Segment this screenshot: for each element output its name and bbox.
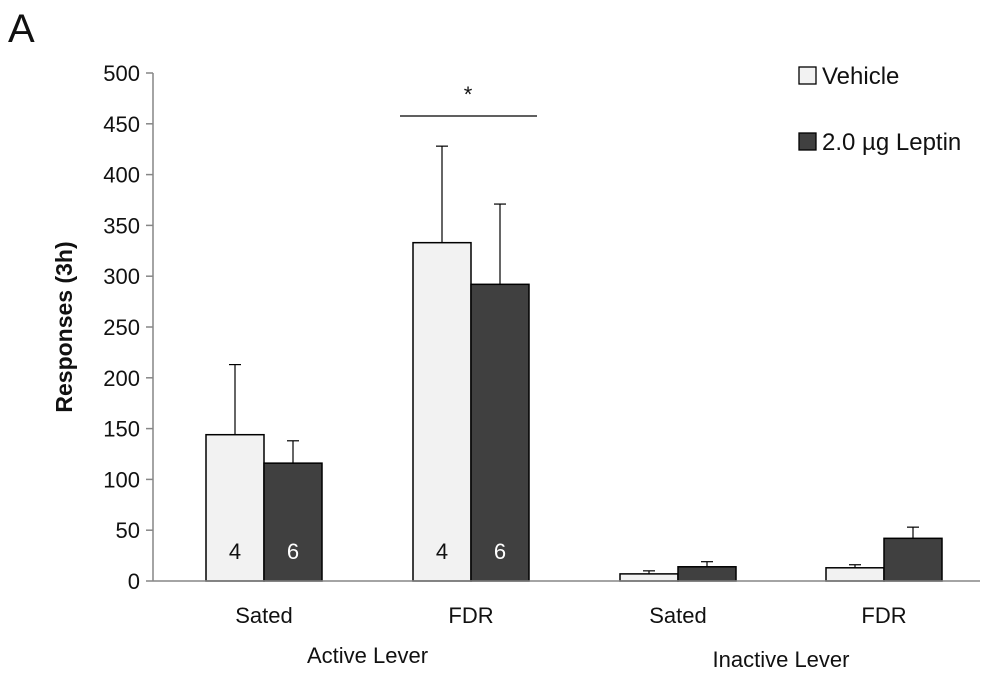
group-label: Active Lever xyxy=(307,643,428,668)
sample-size-labels: 4 4 6 6 xyxy=(229,539,506,564)
y-tick-label: 500 xyxy=(103,61,140,86)
bar-leptin xyxy=(883,537,943,582)
y-axis-label: Responses (3h) xyxy=(51,241,77,412)
y-tick-label: 250 xyxy=(103,315,140,340)
x-tick-label: Sated xyxy=(649,603,707,628)
bar-leptin xyxy=(470,283,530,582)
error-bars xyxy=(229,145,919,574)
bar-leptin xyxy=(677,566,737,582)
n-label: 4 xyxy=(436,539,448,564)
legend-label: 2.0 µg Leptin xyxy=(822,129,961,156)
bar-vehicle xyxy=(205,433,265,582)
bar-vehicle xyxy=(825,567,885,582)
bar-vehicle xyxy=(412,241,472,582)
x-tick-label: FDR xyxy=(448,603,493,628)
significance-annotations: * xyxy=(400,82,537,117)
legend-label: Vehicle xyxy=(822,63,899,90)
y-tick-label: 50 xyxy=(116,518,140,543)
y-tick-label: 100 xyxy=(103,467,140,492)
legend: Vehicle 2.0 µg Leptin xyxy=(798,63,961,156)
y-tick-label: 400 xyxy=(103,163,140,188)
n-label: 6 xyxy=(287,539,299,564)
significance-star: * xyxy=(464,82,473,107)
n-label: 4 xyxy=(229,539,241,564)
bars xyxy=(205,241,943,582)
panel-label: A xyxy=(8,7,35,51)
y-tick-label: 0 xyxy=(128,569,140,594)
y-tick-label: 350 xyxy=(103,213,140,238)
legend-swatch xyxy=(798,66,817,85)
n-label: 6 xyxy=(494,539,506,564)
x-axis: Sated FDR Sated FDR Active Lever Inactive Lev… xyxy=(153,580,980,672)
group-label: Inactive Lever xyxy=(713,647,850,672)
y-tick-label: 450 xyxy=(103,112,140,137)
y-tick-label: 300 xyxy=(103,264,140,289)
y-tick-label: 200 xyxy=(103,366,140,391)
bar-vehicle xyxy=(619,573,679,582)
x-tick-label: FDR xyxy=(861,603,906,628)
y-axis: 0 50 100 150 200 250 300 350 400 450 500 xyxy=(103,61,154,594)
x-tick-label: Sated xyxy=(235,603,293,628)
legend-swatch xyxy=(798,132,817,151)
y-tick-label: 150 xyxy=(103,417,140,442)
